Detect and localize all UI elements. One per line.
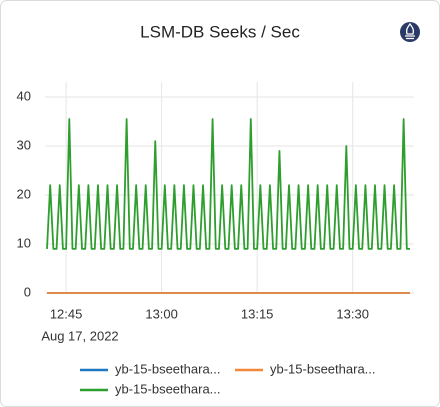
legend-label: yb-15-bseethara... [115, 381, 221, 396]
x-tick-label: 13:00 [145, 306, 178, 321]
legend-label: yb-15-bseethara... [115, 361, 221, 376]
x-tick-label: 12:45 [50, 306, 83, 321]
icon-flame [405, 22, 415, 40]
y-tick-label: 30 [17, 137, 31, 152]
x-tick-label: 13:15 [241, 306, 274, 321]
legend-label: yb-15-bseethara... [270, 361, 376, 376]
series-line [46, 118, 410, 250]
y-tick-label: 10 [17, 235, 31, 250]
chart-title: LSM-DB Seeks / Sec [140, 22, 300, 41]
y-tick-label: 40 [17, 88, 31, 103]
x-tick-label: 13:30 [336, 306, 369, 321]
panel-icon[interactable] [400, 22, 420, 42]
y-tick-label: 0 [24, 284, 31, 299]
x-date-label: Aug 17, 2022 [41, 328, 118, 343]
y-tick-label: 20 [17, 186, 31, 201]
icon-circle [400, 22, 420, 42]
